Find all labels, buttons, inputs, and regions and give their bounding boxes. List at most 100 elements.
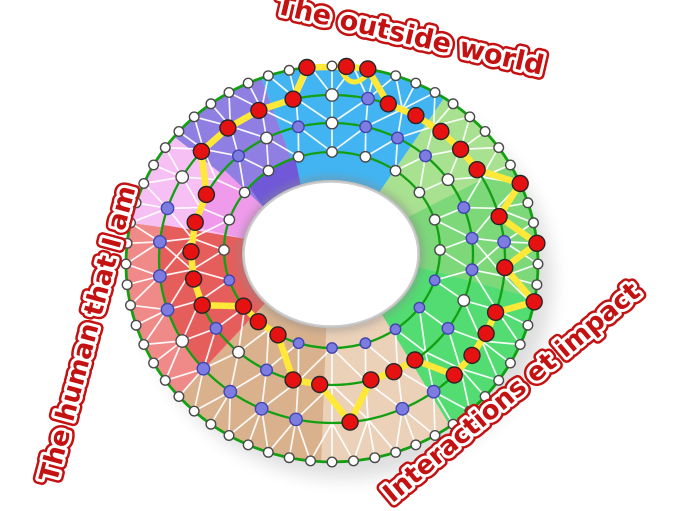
- red-node-33[interactable]: [186, 213, 204, 232]
- red-node-26[interactable]: [284, 371, 302, 389]
- node-r0-47[interactable]: [124, 217, 136, 229]
- node-r0-19[interactable]: [514, 339, 526, 351]
- node-r2-2[interactable]: [391, 131, 405, 145]
- node-r1-25[interactable]: [175, 170, 190, 184]
- red-node-24[interactable]: [341, 413, 359, 431]
- red-node-7[interactable]: [379, 95, 397, 113]
- node-r0-35[interactable]: [223, 430, 235, 442]
- red-node-2[interactable]: [250, 101, 268, 120]
- node-r1-20[interactable]: [175, 334, 190, 348]
- node-r0-37[interactable]: [188, 405, 200, 417]
- red-node-31[interactable]: [184, 270, 203, 288]
- node-r2-5[interactable]: [457, 200, 471, 214]
- node-r1-17[interactable]: [254, 401, 269, 416]
- red-node-34[interactable]: [197, 185, 216, 204]
- node-r0-3[interactable]: [390, 70, 402, 82]
- node-r3-9[interactable]: [359, 337, 372, 350]
- red-node-13[interactable]: [490, 207, 508, 226]
- node-r0-16[interactable]: [531, 279, 543, 291]
- node-r2-9[interactable]: [441, 321, 455, 335]
- node-r0-54[interactable]: [205, 98, 217, 110]
- node-r1-7[interactable]: [497, 234, 511, 249]
- node-r1-0[interactable]: [325, 88, 339, 102]
- red-node-29[interactable]: [234, 297, 253, 315]
- node-r1-13[interactable]: [395, 401, 410, 416]
- node-r3-5[interactable]: [434, 244, 446, 256]
- node-r0-27[interactable]: [390, 446, 402, 458]
- node-r2-0[interactable]: [325, 116, 339, 130]
- node-r0-4[interactable]: [410, 77, 422, 89]
- node-r0-34[interactable]: [242, 439, 254, 451]
- node-r0-57[interactable]: [262, 70, 274, 82]
- node-r0-6[interactable]: [447, 98, 459, 110]
- red-node-5[interactable]: [337, 57, 356, 76]
- node-r3-16[interactable]: [223, 213, 236, 226]
- node-r0-12[interactable]: [522, 197, 534, 209]
- node-r3-3[interactable]: [413, 186, 426, 199]
- node-r3-19[interactable]: [292, 150, 305, 163]
- node-r0-30[interactable]: [326, 456, 338, 468]
- node-r3-18[interactable]: [262, 164, 275, 177]
- red-node-19[interactable]: [463, 346, 481, 365]
- node-r0-10[interactable]: [504, 159, 516, 171]
- node-r2-3[interactable]: [419, 149, 433, 163]
- node-r0-36[interactable]: [205, 418, 217, 430]
- node-r0-52[interactable]: [173, 125, 185, 137]
- node-r2-8[interactable]: [457, 294, 471, 308]
- node-r3-2[interactable]: [389, 164, 402, 177]
- node-r3-1[interactable]: [359, 150, 372, 163]
- node-r0-9[interactable]: [493, 142, 505, 154]
- node-r3-4[interactable]: [428, 213, 441, 226]
- red-node-8[interactable]: [407, 106, 425, 125]
- node-r3-15[interactable]: [218, 244, 230, 256]
- node-r2-7[interactable]: [465, 263, 479, 277]
- red-node-0[interactable]: [192, 142, 211, 161]
- node-r0-18[interactable]: [522, 319, 534, 331]
- node-r0-26[interactable]: [410, 439, 422, 451]
- node-r2-17[interactable]: [209, 321, 223, 335]
- node-r1-19[interactable]: [196, 361, 211, 376]
- node-r0-31[interactable]: [305, 455, 317, 467]
- node-r0-48[interactable]: [130, 197, 142, 209]
- red-node-28[interactable]: [249, 313, 267, 331]
- node-r0-15[interactable]: [532, 258, 544, 270]
- node-r2-25[interactable]: [291, 120, 305, 134]
- node-r0-50[interactable]: [148, 159, 160, 171]
- node-r0-32[interactable]: [283, 452, 295, 464]
- red-node-6[interactable]: [359, 60, 377, 78]
- node-r2-16[interactable]: [231, 345, 245, 359]
- red-node-16[interactable]: [525, 293, 543, 311]
- node-r2-15[interactable]: [260, 363, 274, 377]
- red-node-21[interactable]: [406, 351, 424, 369]
- red-node-9[interactable]: [432, 122, 450, 141]
- red-node-23[interactable]: [362, 371, 380, 389]
- node-r0-24[interactable]: [447, 418, 459, 430]
- red-node-1[interactable]: [219, 119, 237, 137]
- node-r1-16[interactable]: [289, 412, 303, 427]
- red-node-20[interactable]: [445, 366, 463, 384]
- node-r0-29[interactable]: [348, 455, 360, 467]
- node-r0-41[interactable]: [138, 339, 150, 351]
- node-r2-1[interactable]: [359, 120, 373, 134]
- node-r0-8[interactable]: [479, 125, 491, 137]
- node-r0-5[interactable]: [429, 86, 441, 98]
- node-r1-1[interactable]: [361, 91, 375, 106]
- red-node-17[interactable]: [486, 303, 505, 322]
- node-r0-45[interactable]: [120, 258, 132, 270]
- node-r1-12[interactable]: [426, 384, 441, 399]
- node-r0-43[interactable]: [124, 299, 136, 311]
- node-r3-17[interactable]: [238, 186, 251, 199]
- node-r0-28[interactable]: [369, 452, 381, 464]
- node-r3-11[interactable]: [292, 337, 305, 350]
- node-r0-39[interactable]: [159, 374, 171, 386]
- red-node-30[interactable]: [193, 296, 211, 314]
- node-r0-20[interactable]: [504, 357, 516, 369]
- node-r2-23[interactable]: [231, 149, 245, 163]
- node-r1-23[interactable]: [152, 234, 167, 249]
- node-r0-21[interactable]: [493, 374, 505, 386]
- node-r1-18[interactable]: [223, 384, 238, 399]
- node-r1-22[interactable]: [152, 269, 167, 283]
- node-r2-4[interactable]: [441, 173, 455, 187]
- node-r0-23[interactable]: [464, 405, 476, 417]
- node-r0-44[interactable]: [121, 279, 133, 291]
